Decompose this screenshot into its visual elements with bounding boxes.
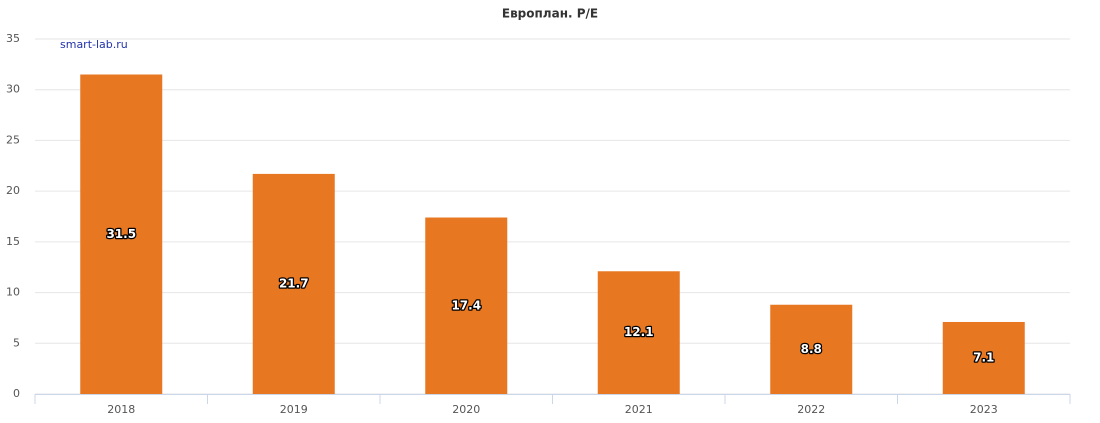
y-tick-label: 20 [6, 184, 20, 197]
bar [80, 74, 163, 394]
chart-title: Европлан. P/E [502, 7, 598, 21]
bar [597, 271, 680, 394]
bar [425, 217, 508, 394]
x-tick-label: 2018 [107, 403, 135, 416]
y-tick-label: 35 [6, 32, 20, 45]
y-tick-label: 0 [13, 387, 20, 400]
watermark: smart-lab.ru [60, 38, 128, 51]
y-tick-label: 10 [6, 286, 20, 299]
bar [942, 321, 1025, 394]
x-tick-label: 2023 [970, 403, 998, 416]
y-tick-label: 15 [6, 235, 20, 248]
data-label: 21.7 [279, 276, 309, 290]
x-tick-label: 2022 [797, 403, 825, 416]
data-label: 31.5 [106, 227, 136, 241]
data-label: 17.4 [451, 298, 481, 312]
data-label: 12.1 [624, 325, 654, 339]
bar [252, 173, 335, 394]
x-tick-label: 2021 [625, 403, 653, 416]
data-label: 8.8 [801, 342, 822, 356]
y-tick-label: 25 [6, 133, 20, 146]
x-tick-label: 2019 [280, 403, 308, 416]
y-tick-label: 30 [6, 83, 20, 96]
data-label: 7.1 [973, 350, 994, 364]
y-tick-label: 5 [13, 336, 20, 349]
bar [770, 304, 853, 394]
x-tick-label: 2020 [452, 403, 480, 416]
